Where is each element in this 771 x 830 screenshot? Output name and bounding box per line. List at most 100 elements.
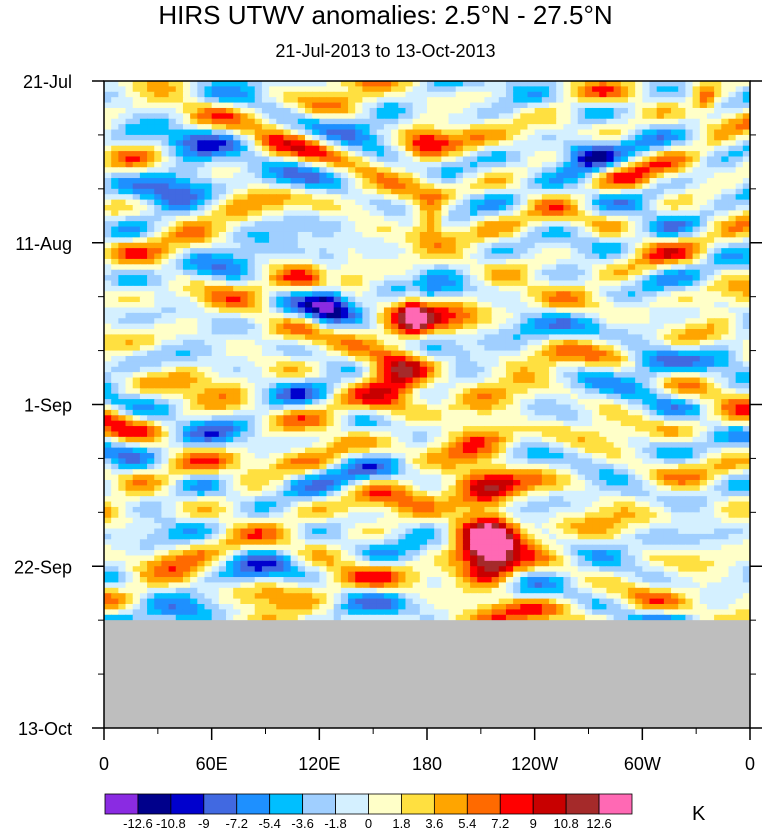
field-cell: [513, 258, 521, 265]
field-cell: [541, 102, 550, 109]
field-cell: [412, 129, 421, 136]
field-cell: [147, 151, 155, 158]
field-cell: [182, 113, 191, 120]
field-cell: [168, 291, 177, 298]
field-cell: [721, 226, 730, 233]
field-cell: [584, 350, 593, 357]
field-cell: [283, 242, 292, 249]
field-cell: [204, 97, 213, 104]
field-cell: [283, 269, 292, 276]
field-cell: [714, 372, 722, 379]
field-cell: [606, 366, 615, 373]
field-cell: [240, 372, 249, 379]
field-cell: [190, 205, 198, 211]
field-cell: [276, 355, 285, 362]
field-cell: [728, 253, 737, 260]
field-cell: [190, 345, 198, 352]
field-cell: [312, 118, 320, 125]
field-cell: [161, 145, 170, 152]
field-cell: [505, 285, 514, 292]
field-cell: [211, 156, 220, 163]
field-cell: [182, 194, 191, 201]
field-cell: [599, 81, 608, 87]
field-cell: [355, 140, 363, 147]
field-cell: [398, 355, 407, 362]
field-cell: [276, 237, 285, 244]
field-cell: [678, 231, 686, 238]
field-cell: [419, 215, 428, 222]
field-cell: [470, 231, 478, 238]
field-cell: [728, 178, 737, 185]
field-cell: [671, 188, 679, 195]
field-cell: [118, 231, 127, 238]
field-cell: [549, 102, 557, 109]
field-cell: [728, 221, 737, 228]
field-cell: [563, 145, 572, 152]
field-cell: [154, 215, 163, 222]
field-cell: [721, 323, 730, 330]
field-cell: [592, 134, 600, 141]
field-cell: [154, 194, 163, 201]
field-cell: [505, 231, 514, 238]
field-cell: [369, 280, 378, 287]
field-cell: [642, 215, 651, 222]
field-cell: [304, 210, 313, 217]
field-cell: [391, 329, 399, 336]
field-cell: [204, 226, 213, 233]
field-cell: [398, 275, 407, 282]
field-cell: [132, 231, 141, 238]
field-cell: [427, 124, 435, 131]
field-cell: [649, 366, 658, 373]
field-cell: [254, 350, 263, 357]
field-cell: [197, 275, 206, 282]
field-cell: [599, 102, 608, 109]
field-cell: [161, 118, 170, 125]
field-cell: [735, 302, 744, 309]
field-cell: [132, 323, 141, 330]
field-cell: [470, 350, 478, 357]
field-cell: [276, 102, 285, 109]
field-cell: [620, 280, 629, 287]
field-cell: [348, 231, 356, 238]
field-cell: [304, 161, 313, 168]
field-cell: [498, 205, 507, 211]
field-cell: [419, 129, 428, 136]
field-cell: [520, 231, 529, 238]
field-cell: [699, 215, 708, 222]
field-cell: [218, 280, 227, 287]
field-cell: [304, 172, 313, 179]
field-cell: [692, 237, 701, 244]
field-cell: [118, 226, 127, 233]
field-cell: [326, 361, 335, 368]
field-cell: [383, 134, 392, 141]
field-cell: [204, 124, 213, 131]
field-cell: [448, 323, 457, 330]
field-cell: [355, 151, 363, 158]
field-cell: [240, 194, 249, 201]
field-cell: [549, 318, 557, 325]
field-cell: [190, 178, 198, 185]
field-cell: [154, 156, 163, 163]
field-cell: [261, 307, 270, 314]
field-cell: [398, 91, 407, 98]
field-cell: [269, 86, 277, 93]
field-cell: [355, 178, 363, 185]
field-cell: [663, 334, 672, 341]
field-cell: [520, 107, 529, 114]
field-cell: [627, 307, 636, 314]
field-cell: [226, 329, 234, 336]
field-cell: [233, 323, 241, 330]
field-cell: [312, 215, 320, 222]
field-cell: [240, 172, 249, 179]
field-cell: [290, 221, 299, 228]
field-cell: [635, 323, 643, 330]
field-cell: [491, 329, 500, 336]
field-cell: [656, 113, 665, 120]
field-cell: [391, 291, 399, 298]
field-cell: [570, 156, 579, 163]
field-cell: [104, 124, 112, 131]
field-cell: [340, 199, 349, 206]
field-cell: [570, 350, 579, 357]
field-cell: [132, 167, 141, 174]
field-cell: [326, 339, 335, 346]
